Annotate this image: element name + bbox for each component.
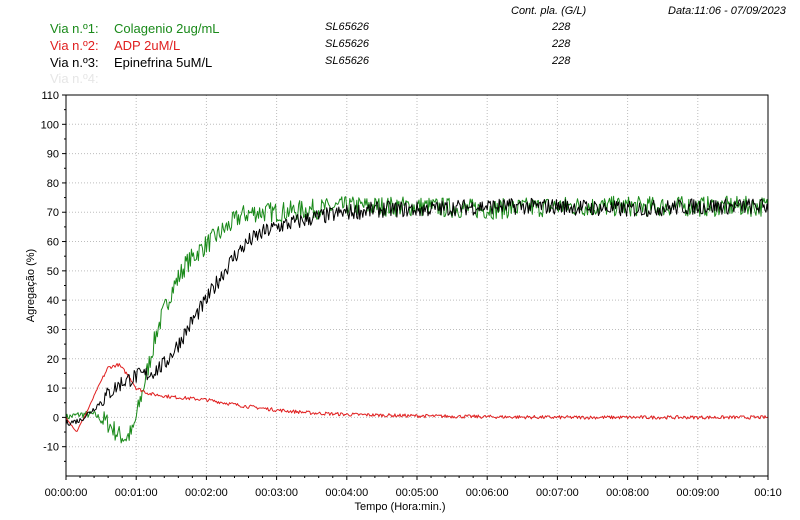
lane-4-label: Via n.º4:	[50, 71, 99, 86]
lane-2-count: 228	[552, 38, 571, 50]
x-tick-label: 00:01:00	[115, 487, 158, 499]
y-tick-label: 30	[47, 324, 59, 336]
lane-3-count: 228	[552, 55, 571, 67]
lane-3-sample: SL65626	[325, 55, 370, 67]
count-column-header: Cont. pla. (G/L)	[511, 5, 587, 17]
x-tick-label: 00:03:00	[255, 487, 298, 499]
y-tick-label: 90	[47, 149, 59, 161]
lane-1-name: Colagenio 2ug/mL	[114, 21, 220, 36]
lane-3-name: Epinefrina 5uM/L	[114, 55, 213, 70]
series-line-2	[65, 363, 769, 432]
y-tick-label: 0	[53, 412, 59, 424]
lane-2-sample: SL65626	[325, 38, 370, 50]
x-tick-label: 00:06:00	[466, 487, 509, 499]
y-tick-label: -10	[43, 442, 59, 454]
grid-layer	[65, 94, 769, 476]
y-tick-label: 50	[47, 266, 59, 278]
x-axis-title: Tempo (Hora:min.)	[354, 501, 445, 513]
x-tick-label: 00:00:00	[45, 487, 88, 499]
x-tick-label: 00:09:00	[676, 487, 719, 499]
y-tick-label: 80	[47, 178, 59, 190]
lane-2-name: ADP 2uM/L	[114, 38, 181, 53]
y-tick-label: 20	[47, 354, 59, 366]
lane-2-label: Via n.º2:	[50, 38, 99, 53]
lane-1-sample: SL65626	[325, 21, 370, 33]
y-tick-label: 70	[47, 207, 59, 219]
series-layer	[65, 195, 769, 444]
axis-layer: -10 0 10 20 30 40 50 60 70 80 90 100 110 00:00:00 00:0…	[25, 90, 782, 513]
datetime-label: Data:11:06 - 07/09/2023	[668, 5, 786, 17]
y-tick-label: 100	[41, 119, 59, 131]
x-tick-label: 00:04:00	[325, 487, 368, 499]
x-tick-label: 00:08:00	[606, 487, 649, 499]
y-tick-label: 10	[47, 383, 59, 395]
x-tick-label: 00:10	[754, 487, 782, 499]
lane-1-label: Via n.º1:	[50, 21, 99, 36]
lane-1-count: 228	[552, 21, 571, 33]
y-tick-label: 60	[47, 237, 59, 249]
x-tick-label: 00:07:00	[536, 487, 579, 499]
y-tick-label: 40	[47, 295, 59, 307]
series-line-3	[65, 197, 769, 426]
y-tick-label: 110	[41, 90, 59, 102]
x-tick-label: 00:05:00	[396, 487, 439, 499]
y-axis-title: Agregação (%)	[25, 249, 37, 322]
lane-3-label: Via n.º3:	[50, 55, 99, 70]
x-tick-label: 00:02:00	[185, 487, 228, 499]
